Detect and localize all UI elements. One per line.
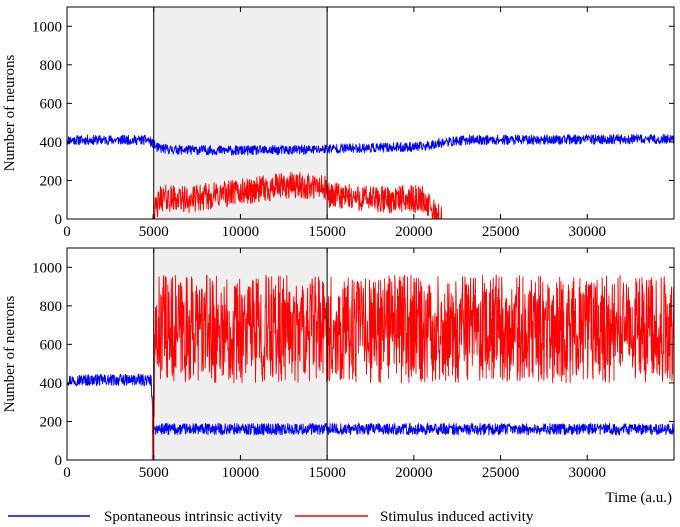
- y-tick-label: 400: [40, 135, 63, 151]
- series-line-spontaneous: [66, 373, 675, 436]
- series-line-spontaneous: [66, 133, 675, 156]
- y-tick-label: 600: [40, 96, 63, 112]
- x-tick-label: 25000: [482, 224, 520, 240]
- x-tick-label: 5000: [139, 224, 169, 240]
- x-tick-label: 20000: [395, 465, 433, 481]
- x-axis-label: Time (a.u.): [605, 490, 672, 506]
- legend: Spontaneous intrinsic activity Stimulus …: [8, 509, 534, 525]
- y-tick-label: 0: [55, 453, 63, 469]
- y-tick-label: 800: [40, 58, 63, 74]
- y-tick-label: 800: [40, 299, 63, 315]
- x-tick-label: 10000: [222, 224, 260, 240]
- y-tick-label: 200: [40, 414, 63, 430]
- top-ticks: 0 5000 10000 15000 20000 25000 30000 0 200 400 600…: [32, 7, 674, 240]
- x-tick-label: 15000: [308, 224, 346, 240]
- legend-spontaneous-label: Spontaneous intrinsic activity: [104, 509, 283, 525]
- legend-stimulus-label: Stimulus induced activity: [380, 509, 534, 525]
- bottom-series-group: [66, 274, 675, 461]
- x-tick-label: 20000: [395, 224, 433, 240]
- y-tick-label: 1000: [32, 19, 62, 35]
- x-tick-label: 5000: [139, 465, 169, 481]
- bottom-ticks: 0 5000 10000 15000 20000 25000 30000 0 200 400 600…: [32, 248, 674, 481]
- bottom-plot-frame: [66, 247, 675, 461]
- x-tick-label: 10000: [222, 465, 260, 481]
- top-y-axis-label: Number of neurons: [2, 55, 18, 172]
- y-tick-label: 0: [55, 212, 63, 228]
- top-plot-frame: [66, 6, 675, 220]
- y-tick-label: 200: [40, 173, 63, 189]
- x-tick-label: 25000: [482, 465, 520, 481]
- x-tick-label: 30000: [569, 224, 607, 240]
- series-line-stimulus: [66, 274, 675, 461]
- x-tick-label: 0: [63, 465, 71, 481]
- y-tick-label: 600: [40, 337, 63, 353]
- x-tick-label: 0: [63, 224, 71, 240]
- x-tick-label: 30000: [569, 465, 607, 481]
- y-tick-label: 400: [40, 376, 63, 392]
- bottom-y-axis-label: Number of neurons: [2, 296, 18, 413]
- x-tick-label: 15000: [308, 465, 346, 481]
- y-tick-label: 1000: [32, 260, 62, 276]
- top-panel: 0 5000 10000 15000 20000 25000 30000 0 200 400 600…: [2, 6, 675, 240]
- bottom-panel: 0 5000 10000 15000 20000 25000 30000 0 200 400 600…: [2, 247, 675, 506]
